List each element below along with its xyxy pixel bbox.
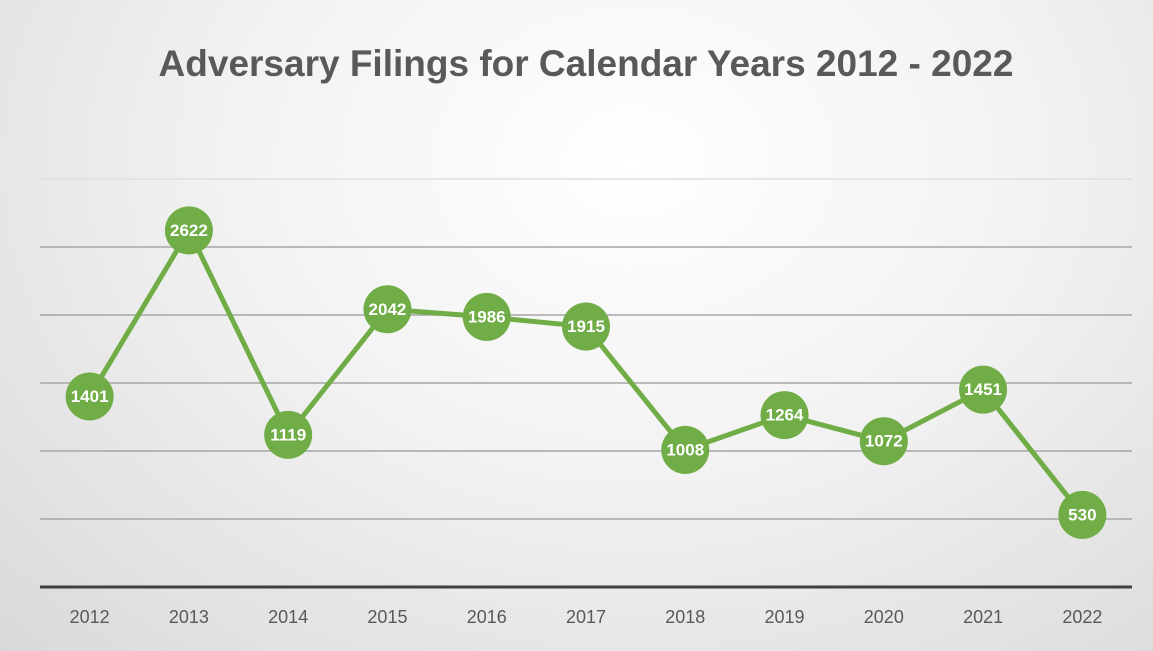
x-tick-label: 2013 bbox=[169, 607, 209, 627]
data-label: 1451 bbox=[964, 380, 1002, 399]
data-label: 1915 bbox=[567, 317, 605, 336]
data-label: 1119 bbox=[270, 425, 306, 444]
marker bbox=[164, 206, 213, 255]
chart-title: Adversary Filings for Calendar Years 201… bbox=[158, 43, 1014, 84]
data-label: 1072 bbox=[865, 432, 903, 451]
marker bbox=[462, 292, 511, 341]
marker bbox=[859, 417, 908, 466]
x-tick-label: 2012 bbox=[70, 607, 110, 627]
marker bbox=[959, 365, 1008, 414]
data-label: 530 bbox=[1068, 505, 1096, 524]
x-tick-label: 2022 bbox=[1062, 607, 1102, 627]
data-label: 1008 bbox=[666, 440, 704, 459]
marker bbox=[562, 302, 610, 351]
series-line bbox=[87, 227, 1085, 517]
data-label: 2042 bbox=[369, 300, 407, 319]
x-tick-label: 2018 bbox=[665, 607, 705, 627]
marker bbox=[264, 410, 313, 459]
marker bbox=[363, 285, 412, 334]
data-label: 1401 bbox=[71, 387, 109, 406]
marker bbox=[661, 425, 710, 474]
x-tick-label: 2015 bbox=[367, 607, 407, 627]
x-tick-label: 2021 bbox=[963, 607, 1003, 627]
x-tick-label: 2014 bbox=[268, 607, 308, 627]
data-label: 1264 bbox=[766, 406, 804, 425]
x-tick-label: 2020 bbox=[864, 607, 904, 627]
x-tick-label: 2019 bbox=[765, 607, 805, 627]
marker bbox=[1058, 490, 1107, 539]
x-tick-label: 2017 bbox=[566, 607, 606, 627]
marker bbox=[65, 372, 114, 421]
data-label: 1986 bbox=[468, 307, 506, 326]
data-label: 2622 bbox=[170, 221, 208, 240]
marker bbox=[760, 391, 809, 440]
x-tick-label: 2016 bbox=[467, 607, 507, 627]
